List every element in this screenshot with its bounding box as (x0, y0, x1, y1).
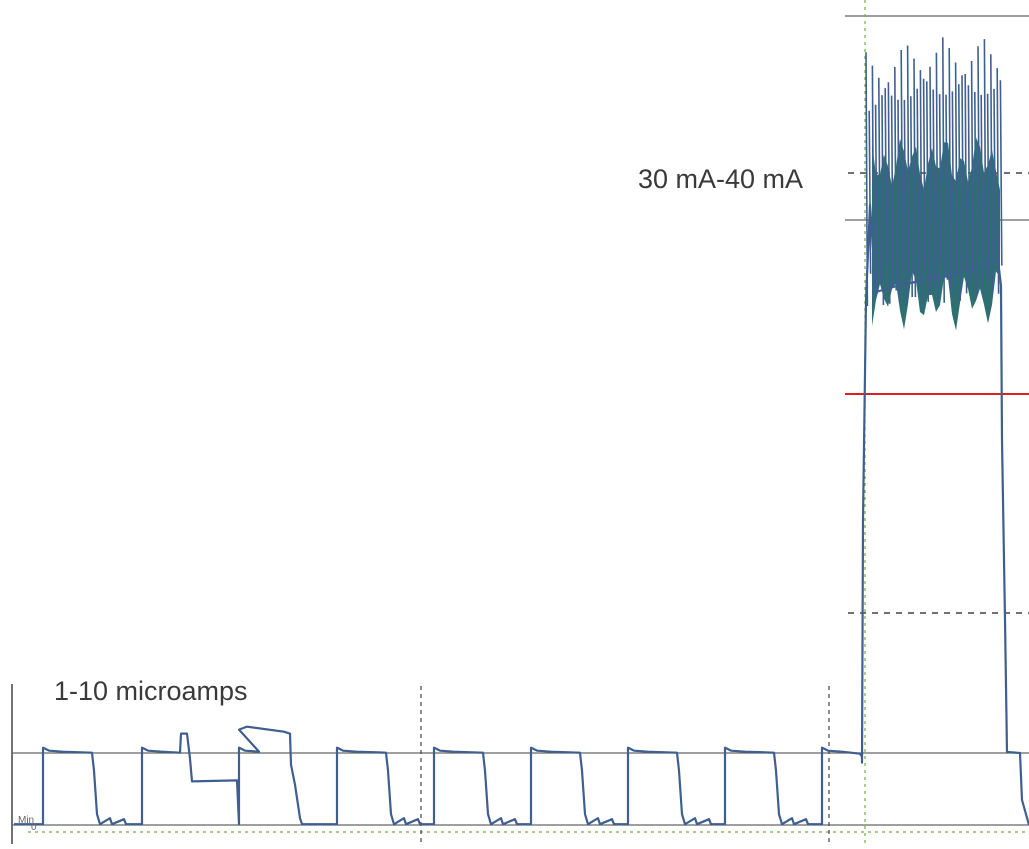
high-current-annotation: 30 mA-40 mA (638, 164, 803, 194)
current-trace-line (14, 203, 1029, 826)
high-current-spikes (865, 37, 1003, 307)
min-marker-label: Min (18, 815, 34, 826)
high-current-band (872, 137, 1000, 331)
min-zero-label: 0 (31, 822, 37, 833)
low-current-annotation: 1-10 microamps (54, 676, 248, 706)
